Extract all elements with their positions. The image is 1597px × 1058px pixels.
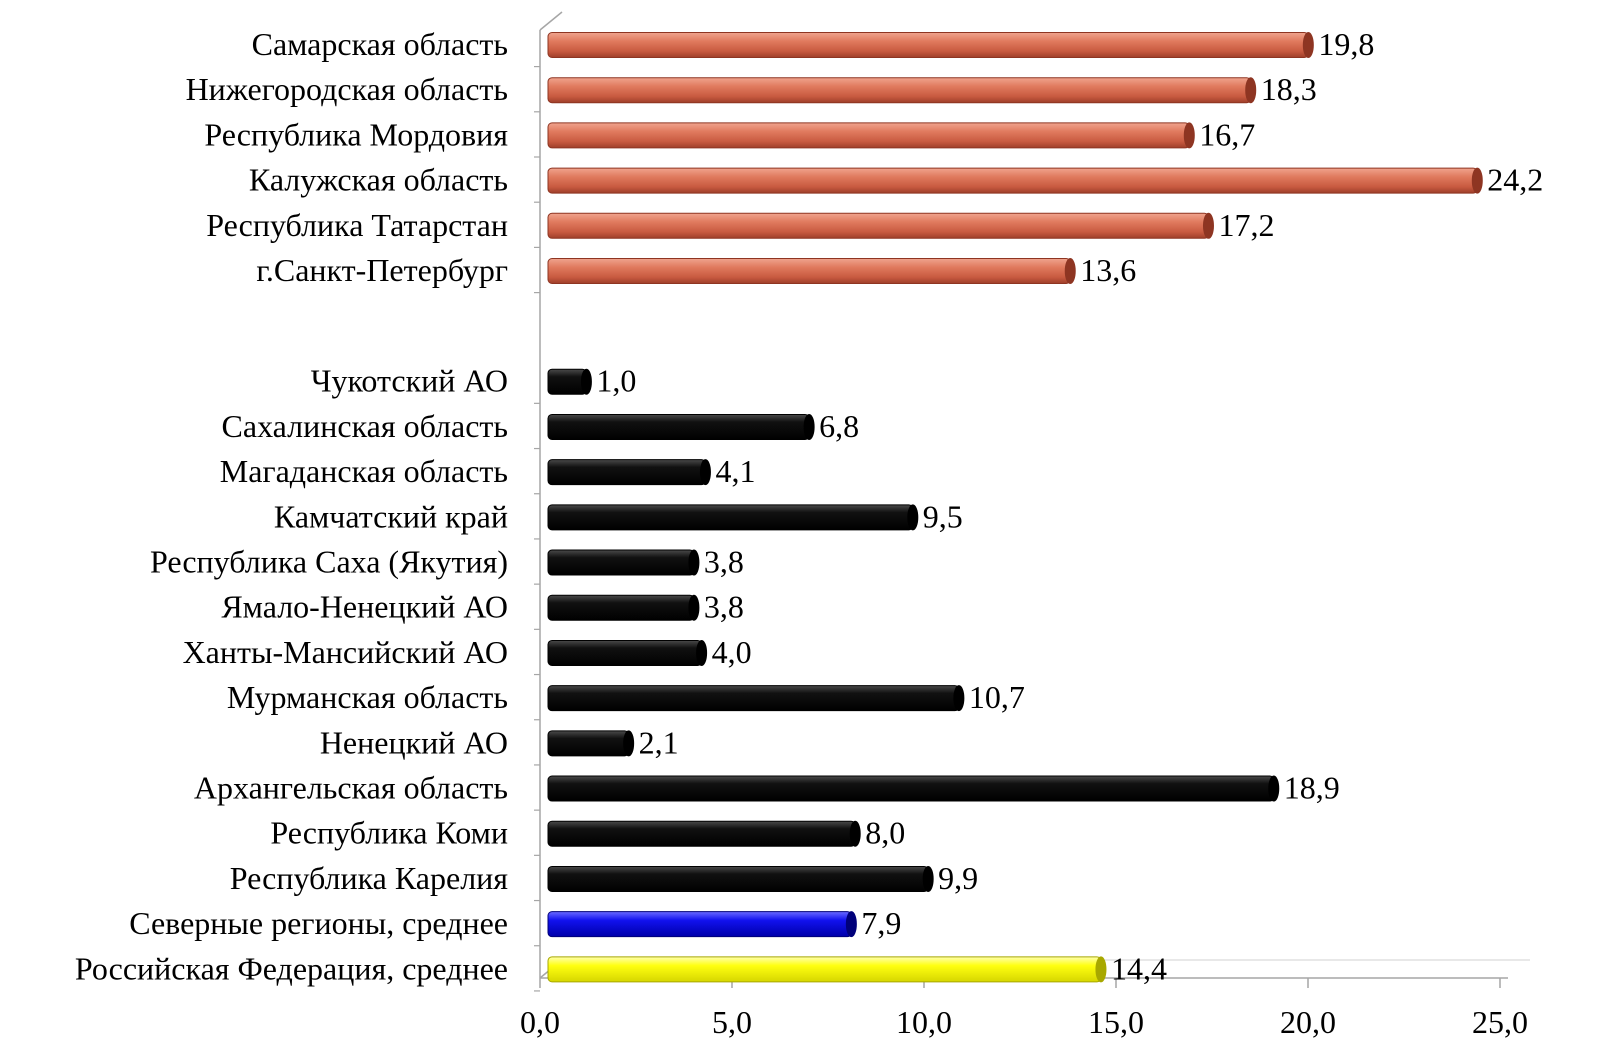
- bar-end-cap: [1471, 167, 1483, 194]
- bar-end-cap: [849, 820, 861, 847]
- bar[interactable]: [547, 956, 1102, 983]
- value-label: 4,1: [715, 453, 755, 489]
- bar[interactable]: [547, 820, 856, 847]
- bar-end-cap: [803, 413, 815, 440]
- bar-end-cap: [1183, 122, 1195, 149]
- bar[interactable]: [547, 77, 1252, 104]
- value-label: 9,5: [923, 498, 963, 534]
- value-label: 14,4: [1111, 950, 1167, 986]
- bar-end-cap: [1095, 956, 1107, 983]
- category-label: Калужская область: [249, 162, 508, 198]
- x-tick-label: 10,0: [896, 1004, 952, 1040]
- category-label: Архангельская область: [194, 770, 508, 806]
- bar-end-cap: [907, 504, 919, 531]
- category-label: Северные регионы, среднее: [129, 905, 508, 941]
- category-label: Республика Саха (Якутия): [150, 544, 508, 580]
- value-label: 18,3: [1261, 71, 1317, 107]
- value-label: 18,9: [1284, 770, 1340, 806]
- bar-end-cap: [1302, 32, 1314, 58]
- value-label: 9,9: [938, 860, 978, 896]
- y-axis-top-depth: [539, 11, 563, 31]
- category-label: Мурманская область: [227, 679, 508, 715]
- bar-end-cap: [696, 639, 708, 666]
- bar[interactable]: [547, 911, 852, 938]
- bar-end-cap: [1064, 258, 1076, 284]
- value-label: 6,8: [819, 408, 859, 444]
- bar[interactable]: [547, 775, 1275, 802]
- bar[interactable]: [547, 730, 630, 757]
- bar-end-cap: [1245, 77, 1257, 104]
- bar-end-cap: [699, 459, 711, 486]
- value-label: 3,8: [704, 589, 744, 625]
- bar[interactable]: [547, 549, 695, 576]
- value-label: 16,7: [1199, 116, 1255, 152]
- value-label: 7,9: [861, 905, 901, 941]
- category-label: Сахалинская область: [222, 408, 508, 444]
- bar[interactable]: [547, 865, 929, 892]
- bar-end-cap: [688, 594, 700, 621]
- category-label: Ямало-Ненецкий АО: [221, 589, 508, 625]
- category-label: Республика Мордовия: [204, 116, 508, 152]
- value-label: 17,2: [1218, 207, 1274, 243]
- value-label: 13,6: [1080, 252, 1136, 288]
- value-label: 8,0: [865, 815, 905, 851]
- bar-end-cap: [623, 730, 635, 757]
- bar-end-cap: [1268, 775, 1280, 802]
- bar[interactable]: [547, 258, 1071, 284]
- category-label: Нижегородская область: [186, 71, 508, 107]
- bar[interactable]: [547, 459, 706, 486]
- x-tick-label: 25,0: [1472, 1004, 1528, 1040]
- bar[interactable]: [547, 685, 960, 712]
- category-label: Самарская область: [252, 26, 508, 62]
- bar[interactable]: [547, 594, 695, 621]
- bar[interactable]: [547, 32, 1309, 58]
- x-tick-label: 0,0: [520, 1004, 560, 1040]
- bar-end-cap: [688, 549, 700, 576]
- category-label: Республика Карелия: [230, 860, 509, 896]
- labels: Самарская область 19,8 Нижегородская облас…: [75, 26, 1543, 986]
- bar-end-cap: [580, 368, 592, 395]
- bar-end-cap: [922, 865, 934, 892]
- value-label: 19,8: [1318, 26, 1374, 62]
- category-label: Чукотский АО: [311, 363, 508, 399]
- bar[interactable]: [547, 122, 1190, 149]
- category-label: г.Санкт-Петербург: [256, 252, 508, 288]
- bar[interactable]: [547, 212, 1209, 239]
- value-label: 4,0: [712, 634, 752, 670]
- value-label: 10,7: [969, 679, 1025, 715]
- x-tick-label: 5,0: [712, 1004, 752, 1040]
- category-label: Камчатский край: [274, 498, 508, 534]
- bar-end-cap: [1202, 212, 1214, 239]
- category-label: Республика Коми: [270, 815, 508, 851]
- x-tick-label: 15,0: [1088, 1004, 1144, 1040]
- bar[interactable]: [547, 167, 1478, 194]
- value-label: 3,8: [704, 544, 744, 580]
- x-tick-label: 20,0: [1280, 1004, 1336, 1040]
- category-label: Российская Федерация, среднее: [75, 950, 508, 986]
- category-label: Ненецкий АО: [320, 724, 508, 760]
- bar[interactable]: [547, 639, 703, 666]
- category-label: Магаданская область: [220, 453, 508, 489]
- category-label: Республика Татарстан: [206, 207, 508, 243]
- bar-end-cap: [845, 911, 857, 938]
- category-label: Ханты-Мансийский АО: [183, 634, 508, 670]
- value-label: 24,2: [1487, 162, 1543, 198]
- bar[interactable]: [547, 413, 810, 440]
- bar[interactable]: [547, 504, 914, 531]
- bar-end-cap: [953, 685, 965, 712]
- bars: [547, 32, 1483, 983]
- value-label: 2,1: [639, 724, 679, 760]
- bar[interactable]: [547, 368, 587, 395]
- value-label: 1,0: [596, 363, 636, 399]
